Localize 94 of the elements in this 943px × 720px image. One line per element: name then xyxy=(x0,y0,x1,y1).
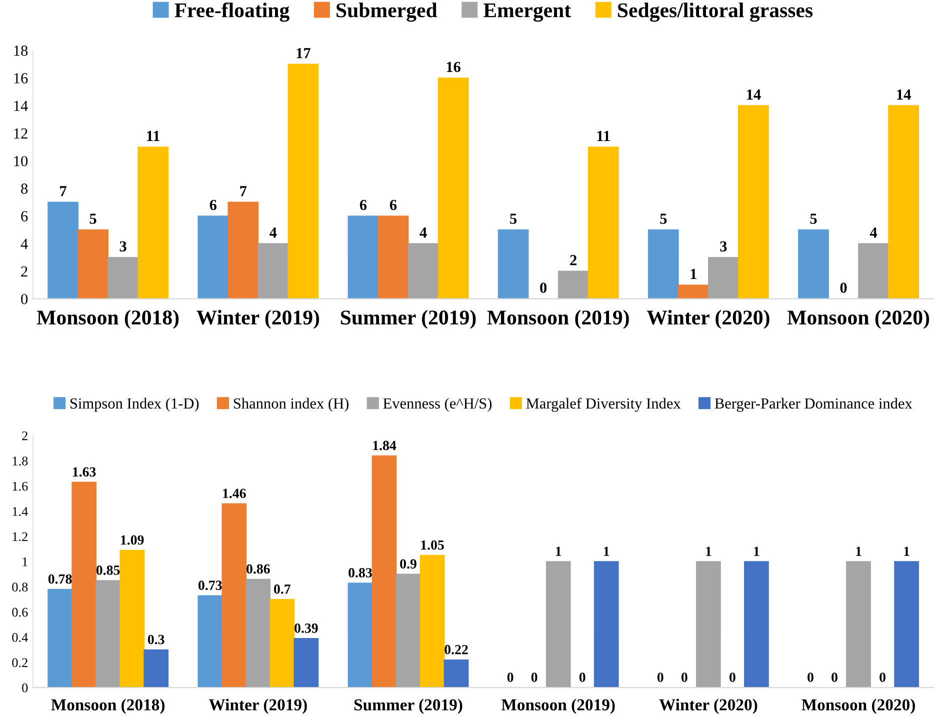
y-tick-label: 6 xyxy=(21,211,28,222)
y-tick-label: 0.2 xyxy=(12,658,28,668)
legend-label: Submerged xyxy=(336,2,438,22)
y-tick-label: 10 xyxy=(14,156,28,166)
data-label: 5 xyxy=(90,214,96,224)
y-tick-label: 2 xyxy=(21,266,28,276)
data-label: 0 xyxy=(840,282,847,293)
legend-label: Shannon index (H) xyxy=(234,398,349,412)
data-label: 5 xyxy=(660,214,667,224)
data-label: 6 xyxy=(390,200,397,210)
x-tick-label: Winter (2020) xyxy=(659,698,758,714)
y-tick-label: 16 xyxy=(14,73,28,84)
x-tick-label: Monsoon (2018) xyxy=(36,310,179,329)
y-tick-label: 1.4 xyxy=(12,507,28,516)
data-label: 0 xyxy=(880,672,886,682)
data-label: 5 xyxy=(810,214,817,224)
y-tick-label: 1 xyxy=(22,557,28,566)
data-label: 0.73 xyxy=(198,580,222,590)
data-label: 1 xyxy=(604,546,610,556)
data-label: 1.46 xyxy=(223,488,246,498)
data-label: 1.84 xyxy=(373,440,396,450)
data-label: 0 xyxy=(730,672,736,682)
legend-label: Sedges/littoral grasses xyxy=(618,2,813,22)
x-tick-label: Winter (2019) xyxy=(196,310,320,329)
data-label: 4 xyxy=(870,228,878,238)
data-label: 11 xyxy=(147,130,160,141)
y-tick-label: 1.8 xyxy=(12,456,28,466)
data-label: 1.05 xyxy=(421,540,444,550)
y-tick-label: 1.2 xyxy=(12,532,28,542)
x-tick-label: Summer (2019) xyxy=(354,698,462,714)
x-tick-label: Monsoon (2020) xyxy=(802,698,915,714)
y-tick-label: 0.6 xyxy=(12,608,28,617)
x-tick-label: Monsoon (2018) xyxy=(51,698,164,714)
data-label: 4 xyxy=(420,228,427,238)
y-tick-label: 0 xyxy=(22,683,28,692)
x-tick-label: Winter (2019) xyxy=(208,698,307,714)
data-label: 2 xyxy=(570,255,577,266)
legend-label: Emergent xyxy=(484,3,572,22)
legend-label: Free-floating xyxy=(174,2,290,22)
y-tick-label: 0.4 xyxy=(12,633,28,642)
data-label: 1.63 xyxy=(73,467,96,477)
data-label: 0 xyxy=(579,672,586,682)
data-label: 0.7 xyxy=(274,584,291,594)
data-label: 1.09 xyxy=(121,535,144,545)
data-label: 1 xyxy=(690,268,696,279)
y-tick-label: 0 xyxy=(21,294,28,304)
data-label: 5 xyxy=(510,214,517,224)
data-label: 14 xyxy=(897,89,911,100)
y-tick-label: 4 xyxy=(20,238,28,249)
legend-label: Evenness (e^H/S) xyxy=(383,398,492,412)
legend-label: Berger-Parker Dominance index xyxy=(714,398,912,412)
data-label: 0 xyxy=(808,672,814,682)
data-label: 4 xyxy=(270,228,277,238)
data-label: 0.3 xyxy=(148,634,164,644)
x-tick-label: Monsoon (2020) xyxy=(787,310,930,329)
data-label: 0 xyxy=(657,672,664,682)
data-label: 0.22 xyxy=(444,644,468,654)
data-label: 1 xyxy=(904,546,910,556)
x-tick-label: Monsoon (2019) xyxy=(501,698,615,714)
data-label: 0 xyxy=(540,282,547,293)
y-tick-label: 14 xyxy=(14,100,28,111)
x-tick-label: Summer (2019) xyxy=(340,310,476,329)
y-tick-label: 12 xyxy=(14,128,28,138)
data-label: 1 xyxy=(556,546,562,556)
y-tick-label: 8 xyxy=(21,184,28,194)
data-label: 6 xyxy=(360,200,367,210)
data-label: 17 xyxy=(296,48,310,58)
legend-label: Margalef Diversity Index xyxy=(526,398,681,412)
data-label: 11 xyxy=(597,130,610,141)
data-label: 6 xyxy=(210,200,216,210)
data-label: 7 xyxy=(240,186,247,196)
legend-label: Simpson Index (1-D) xyxy=(70,398,199,412)
data-label: 0.86 xyxy=(246,564,270,574)
data-label: 0.39 xyxy=(294,623,318,633)
data-label: 0.83 xyxy=(348,568,372,578)
x-tick-label: Monsoon (2019) xyxy=(487,310,629,329)
data-label: 14 xyxy=(747,89,761,100)
data-label: 7 xyxy=(60,186,66,196)
data-label: 0 xyxy=(681,672,688,682)
data-label: 1 xyxy=(856,546,862,556)
data-label: 3 xyxy=(120,241,126,252)
y-tick-label: 1.6 xyxy=(12,482,28,491)
data-label: 1 xyxy=(706,546,712,556)
y-tick-label: 0.8 xyxy=(12,582,28,592)
data-label: 16 xyxy=(446,62,460,72)
data-label: 3 xyxy=(720,241,727,252)
data-label: 0 xyxy=(531,672,538,682)
y-tick-label: 18 xyxy=(14,46,28,56)
data-label: 0 xyxy=(832,672,838,682)
data-label: 0.9 xyxy=(400,559,416,569)
data-label: 1 xyxy=(754,546,760,556)
x-tick-label: Winter (2020) xyxy=(646,310,770,329)
y-tick-label: 2 xyxy=(22,431,28,440)
data-label: 0 xyxy=(507,672,514,682)
